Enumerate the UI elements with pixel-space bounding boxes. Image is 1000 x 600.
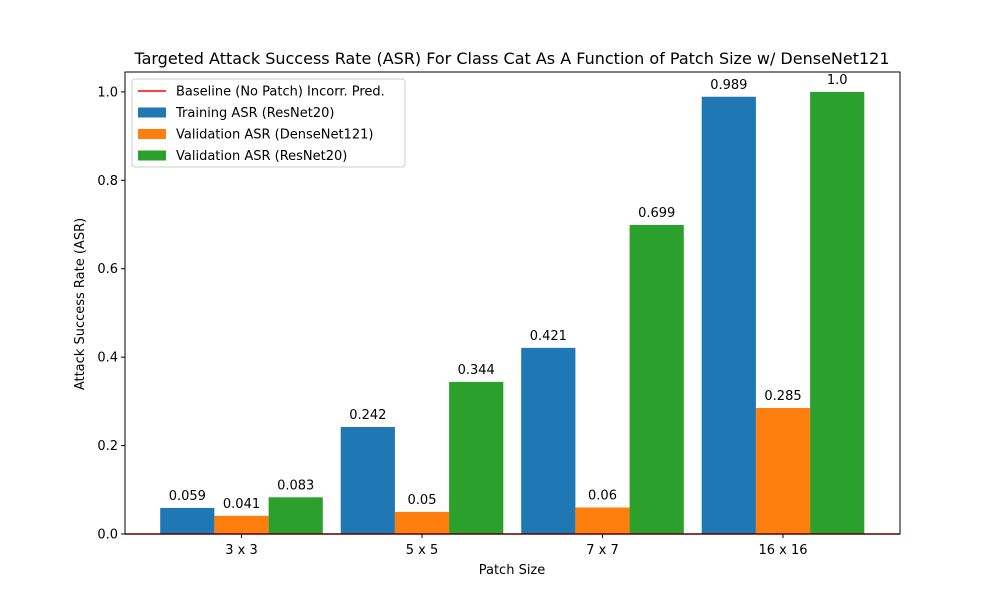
- bar: [575, 507, 630, 534]
- y-tick-label: 1.0: [97, 85, 118, 100]
- x-axis: 3 x 3 5 x 5 7 x 7 16 x 16: [225, 534, 808, 558]
- data-label: 0.699: [638, 206, 675, 221]
- legend-label: Validation ASR (ResNet20): [176, 149, 347, 164]
- y-axis: 0.0 0.2 0.4 0.6 0.8 1.0: [97, 85, 125, 543]
- y-tick-label: 0.2: [97, 439, 118, 454]
- data-label: 0.989: [710, 78, 747, 93]
- bar: [214, 515, 269, 534]
- legend-swatch: [138, 129, 166, 139]
- x-tick-label: 3 x 3: [225, 543, 258, 558]
- bar: [268, 497, 323, 534]
- legend-swatch: [138, 107, 166, 118]
- data-label: 0.421: [530, 329, 567, 344]
- bar: [394, 511, 450, 534]
- bar: [521, 347, 576, 534]
- y-tick-label: 0.6: [97, 262, 118, 277]
- bar: [340, 427, 395, 534]
- bar: [160, 507, 215, 534]
- x-tick-label: 16 x 16: [758, 543, 807, 558]
- legend-label: Training ASR (ResNet20): [175, 106, 334, 121]
- legend-label-baseline: Baseline (No Patch) Incorr. Pred.: [176, 85, 385, 100]
- y-tick-label: 0.4: [97, 351, 118, 366]
- y-tick-label: 0.0: [97, 528, 118, 543]
- x-axis-label: Patch Size: [479, 563, 546, 578]
- data-label: 0.285: [764, 389, 801, 404]
- data-label: 0.059: [169, 489, 206, 504]
- data-label: 0.083: [277, 478, 314, 493]
- data-label: 0.344: [458, 363, 495, 378]
- data-label: 0.242: [349, 408, 386, 423]
- data-label: 1.0: [827, 73, 848, 88]
- plot-frame: [124, 71, 901, 535]
- legend-swatch: [138, 150, 166, 161]
- y-axis-label: Attack Success Rate (ASR): [73, 218, 88, 390]
- bar: [755, 408, 811, 534]
- bar: [449, 381, 504, 534]
- x-tick-label: 5 x 5: [406, 543, 439, 558]
- bar: [810, 91, 865, 534]
- x-tick-label: 7 x 7: [586, 543, 619, 558]
- data-label: 0.06: [588, 488, 617, 503]
- y-tick-label: 0.8: [97, 174, 118, 189]
- data-label: 0.041: [223, 497, 260, 512]
- data-label: 0.05: [408, 493, 437, 508]
- legend-box: [131, 78, 406, 168]
- bar: [701, 96, 756, 534]
- chart-title: Targeted Attack Success Rate (ASR) For C…: [133, 49, 889, 68]
- legend-label: Validation ASR (DenseNet121): [176, 128, 373, 143]
- bar: [629, 224, 684, 534]
- legend: Baseline (No Patch) Incorr. Pred. Trainin…: [131, 78, 406, 168]
- plot-area: 0.059 0.242 0.421 0.989 0.041 0.05 0.06 0.285 0.…: [125, 73, 900, 535]
